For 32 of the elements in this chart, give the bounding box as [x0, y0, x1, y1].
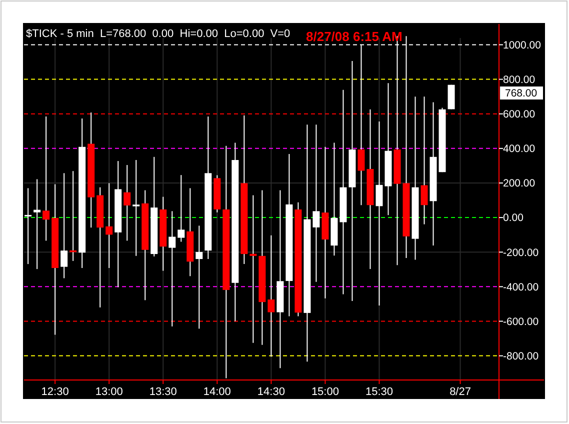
candlestick [168, 210, 176, 327]
candlestick [178, 174, 185, 242]
candlestick [196, 225, 203, 330]
y-tick-label: 1000.00 [503, 39, 542, 52]
candlestick [312, 124, 320, 282]
y-tick-label: 0.00 [503, 212, 524, 224]
x-tick-label: 15:00 [311, 386, 339, 398]
x-tick-label: 14:30 [257, 386, 285, 398]
y-tick-label: 800.00 [503, 74, 536, 86]
x-tick-label: 12:30 [41, 386, 69, 398]
x-tick-label: 15:30 [365, 386, 394, 398]
y-tick-label: -400.00 [503, 281, 539, 294]
y-tick-label: 600.00 [503, 108, 536, 121]
x-tick-label: 8/27 [450, 386, 471, 398]
y-tick-label: 400.00 [503, 143, 536, 156]
x-tick-label: 13:00 [95, 386, 123, 398]
candlestick [106, 182, 113, 269]
candlestick [60, 172, 68, 279]
x-tick-label: 13:30 [149, 386, 177, 398]
candlestick [124, 164, 131, 242]
x-tick-label: 14:00 [203, 386, 231, 398]
text: 768.00 [505, 88, 538, 100]
candlestick [42, 116, 50, 242]
chart-title: $TICK - 5 min L=768.00 0.00 Hi=0.00 Lo=0.00 V=0 [26, 28, 290, 40]
candlestick [34, 178, 41, 270]
y-tick-label: 200.00 [503, 178, 536, 190]
chart-subtitle: 8/27/08 6:15 AM [306, 29, 402, 44]
candlestick [132, 160, 140, 256]
y-tick-label: -200.00 [503, 246, 539, 259]
y-tick-label: -600.00 [503, 316, 539, 328]
candlestick [24, 188, 32, 265]
y-tick-label: -800.00 [503, 350, 539, 362]
